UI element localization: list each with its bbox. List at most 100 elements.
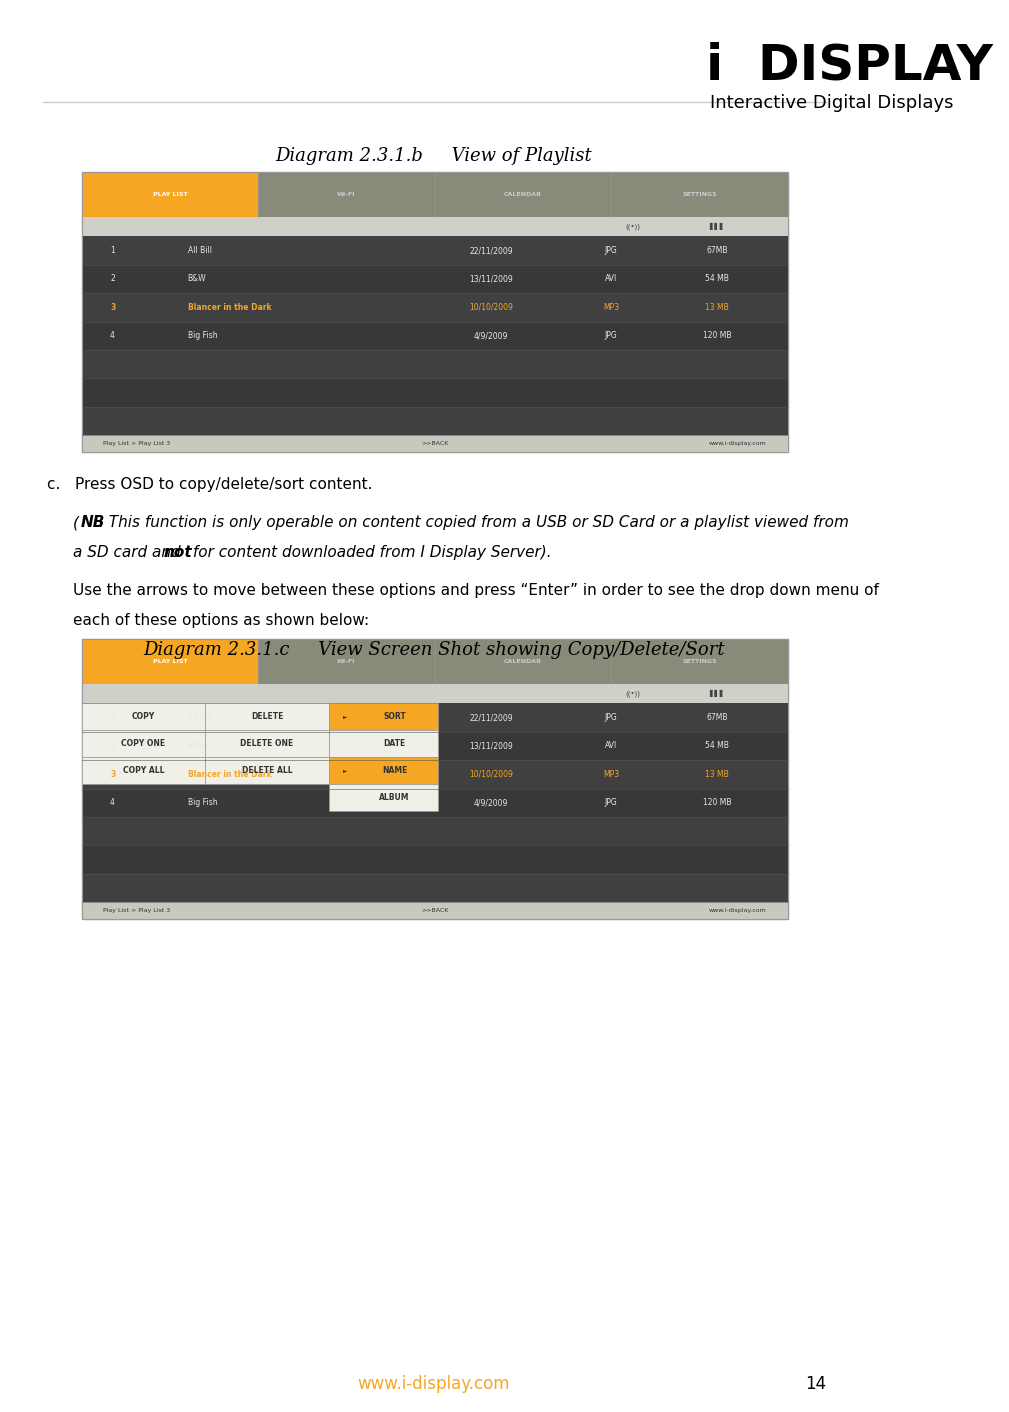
Text: CALENDAR: CALENDAR (503, 659, 542, 664)
Text: Play List > Play List 3: Play List > Play List 3 (103, 441, 171, 446)
Bar (205, 730, 329, 757)
Text: i  DISPLAY: i DISPLAY (706, 42, 993, 90)
Text: WI-FI: WI-FI (337, 659, 356, 664)
Text: 1: 1 (110, 246, 115, 256)
Text: SETTINGS: SETTINGS (682, 192, 716, 196)
Text: 13/11/2009: 13/11/2009 (469, 274, 514, 284)
Text: WI-FI: WI-FI (337, 192, 356, 196)
Text: PLAY LIST: PLAY LIST (152, 192, 188, 196)
Text: Interactive Digital Displays: Interactive Digital Displays (710, 95, 954, 112)
Bar (611, 172, 788, 217)
Bar (258, 640, 435, 683)
Bar (435, 640, 611, 683)
Text: 3: 3 (110, 770, 115, 779)
Text: AVI: AVI (605, 274, 618, 284)
Text: Play List > Play List 3: Play List > Play List 3 (103, 908, 171, 914)
Bar (82, 236, 788, 265)
Bar (82, 703, 788, 902)
Text: . This function is only operable on content copied from a USB or SD Card or a pl: . This function is only operable on cont… (99, 515, 849, 530)
Text: ((•)): ((•)) (625, 690, 640, 698)
Bar (82, 730, 205, 757)
Text: DELETE ONE: DELETE ONE (240, 740, 294, 748)
Text: a SD card and: a SD card and (74, 545, 186, 561)
Bar (82, 172, 258, 217)
Bar (82, 265, 788, 294)
Text: Diagram 2.3.1.c     View Screen Shot showing Copy/Delete/Sort: Diagram 2.3.1.c View Screen Shot showing… (143, 641, 724, 659)
Text: 67MB: 67MB (706, 246, 727, 256)
Bar (82, 322, 788, 350)
Text: All Bill: All Bill (188, 246, 212, 256)
Bar (82, 640, 788, 919)
Bar (205, 703, 329, 730)
Text: DELETE: DELETE (251, 713, 284, 722)
Text: NB: NB (81, 515, 105, 530)
Text: 10/10/2009: 10/10/2009 (469, 770, 514, 779)
Text: 3: 3 (110, 304, 115, 312)
Bar (611, 640, 788, 683)
Text: 13/11/2009: 13/11/2009 (469, 741, 514, 751)
Text: MP3: MP3 (603, 304, 620, 312)
Text: each of these options as shown below:: each of these options as shown below: (74, 613, 369, 628)
Text: 67MB: 67MB (706, 713, 727, 722)
Bar (258, 172, 435, 217)
Text: for content downloaded from I Display Server).: for content downloaded from I Display Se… (188, 545, 551, 561)
Text: (: ( (74, 515, 79, 530)
Text: >>BACK: >>BACK (421, 908, 448, 914)
Text: ((•)): ((•)) (625, 223, 640, 230)
Bar (329, 730, 438, 757)
Text: c.   Press OSD to copy/delete/sort content.: c. Press OSD to copy/delete/sort content… (47, 477, 373, 491)
Text: 2: 2 (110, 274, 115, 284)
Text: 4/9/2009: 4/9/2009 (474, 798, 509, 808)
Bar (82, 640, 258, 683)
Bar (82, 874, 788, 902)
Text: COPY ONE: COPY ONE (121, 740, 165, 748)
Bar (82, 640, 788, 919)
Text: ▌▌▌: ▌▌▌ (709, 223, 725, 230)
Bar (82, 757, 205, 784)
Text: SETTINGS: SETTINGS (682, 659, 716, 664)
Text: Blancer in the Dark: Blancer in the Dark (188, 770, 271, 779)
Text: ▌▌▌: ▌▌▌ (709, 690, 725, 698)
Text: 13 MB: 13 MB (705, 770, 728, 779)
Text: JPG: JPG (604, 246, 618, 256)
Text: 22/11/2009: 22/11/2009 (469, 246, 513, 256)
Text: Use the arrows to move between these options and press “Enter” in order to see t: Use the arrows to move between these opt… (74, 583, 879, 599)
Text: Big Fish: Big Fish (188, 332, 217, 340)
Text: >>BACK: >>BACK (421, 441, 448, 446)
Text: DELETE ALL: DELETE ALL (242, 767, 293, 775)
Text: 13 MB: 13 MB (705, 304, 728, 312)
Bar (329, 703, 438, 730)
Text: COPY ALL: COPY ALL (123, 767, 164, 775)
Text: MP3: MP3 (603, 770, 620, 779)
Text: B&W: B&W (188, 274, 206, 284)
Bar (82, 236, 788, 435)
Text: 4/9/2009: 4/9/2009 (474, 332, 509, 340)
Text: NAME: NAME (381, 767, 408, 775)
Bar (82, 435, 788, 452)
Text: 2: 2 (110, 741, 115, 751)
Text: 54 MB: 54 MB (705, 274, 730, 284)
Text: AVI: AVI (605, 741, 618, 751)
Bar (82, 683, 788, 703)
Text: B&W: B&W (188, 741, 206, 751)
Text: 22/11/2009: 22/11/2009 (469, 713, 513, 722)
Bar (82, 703, 205, 730)
Bar (82, 172, 788, 452)
Text: 54 MB: 54 MB (705, 741, 730, 751)
Text: 120 MB: 120 MB (703, 798, 732, 808)
Text: ALBUM: ALBUM (379, 794, 410, 802)
Bar (435, 172, 611, 217)
Bar (205, 757, 329, 784)
Text: JPG: JPG (604, 332, 618, 340)
Bar (82, 217, 788, 236)
Text: 120 MB: 120 MB (703, 332, 732, 340)
Text: SORT: SORT (383, 713, 406, 722)
Bar (82, 703, 788, 731)
Bar (329, 784, 438, 812)
Text: 10/10/2009: 10/10/2009 (469, 304, 514, 312)
Text: not: not (163, 545, 192, 561)
Text: JPG: JPG (604, 713, 618, 722)
Text: ►: ► (343, 768, 347, 774)
Text: JPG: JPG (604, 798, 618, 808)
Bar (82, 172, 788, 452)
